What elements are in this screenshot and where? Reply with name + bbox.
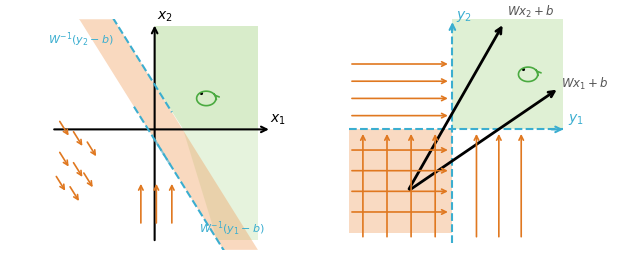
Text: $x_1$: $x_1$	[270, 112, 285, 126]
Text: $x_2$: $x_2$	[157, 9, 173, 24]
Text: $Wx_2+b$: $Wx_2+b$	[508, 4, 555, 20]
Polygon shape	[182, 130, 258, 240]
Text: $W^{-1}(y_1-b)$: $W^{-1}(y_1-b)$	[200, 219, 265, 237]
Polygon shape	[349, 130, 452, 233]
Polygon shape	[45, 20, 258, 250]
Text: $Wx_1+b$: $Wx_1+b$	[561, 76, 608, 92]
Text: $y_1$: $y_1$	[568, 112, 584, 126]
Text: $y_2$: $y_2$	[456, 9, 472, 24]
Polygon shape	[452, 20, 563, 130]
Text: $W^{-1}(y_2-b)$: $W^{-1}(y_2-b)$	[48, 30, 114, 49]
Polygon shape	[155, 27, 258, 130]
